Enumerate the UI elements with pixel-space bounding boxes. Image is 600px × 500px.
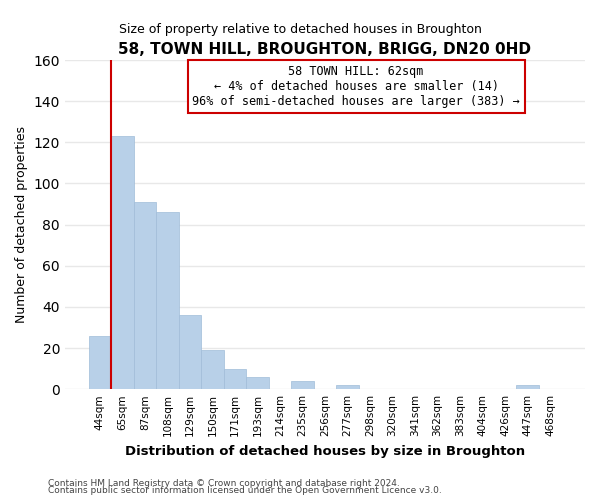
Text: Contains public sector information licensed under the Open Government Licence v3: Contains public sector information licen…: [48, 486, 442, 495]
X-axis label: Distribution of detached houses by size in Broughton: Distribution of detached houses by size …: [125, 444, 525, 458]
Bar: [111, 136, 134, 389]
Bar: [179, 315, 201, 389]
Bar: [89, 336, 111, 389]
Y-axis label: Number of detached properties: Number of detached properties: [15, 126, 28, 323]
Text: Contains HM Land Registry data © Crown copyright and database right 2024.: Contains HM Land Registry data © Crown c…: [48, 478, 400, 488]
Bar: [201, 350, 224, 389]
Bar: [336, 385, 359, 389]
Bar: [134, 202, 156, 389]
Bar: [291, 381, 314, 389]
Text: Size of property relative to detached houses in Broughton: Size of property relative to detached ho…: [119, 22, 481, 36]
Text: 58 TOWN HILL: 62sqm
← 4% of detached houses are smaller (14)
96% of semi-detache: 58 TOWN HILL: 62sqm ← 4% of detached hou…: [192, 65, 520, 108]
Bar: [224, 368, 246, 389]
Bar: [517, 385, 539, 389]
Bar: [156, 212, 179, 389]
Bar: [246, 377, 269, 389]
Title: 58, TOWN HILL, BROUGHTON, BRIGG, DN20 0HD: 58, TOWN HILL, BROUGHTON, BRIGG, DN20 0H…: [118, 42, 532, 58]
